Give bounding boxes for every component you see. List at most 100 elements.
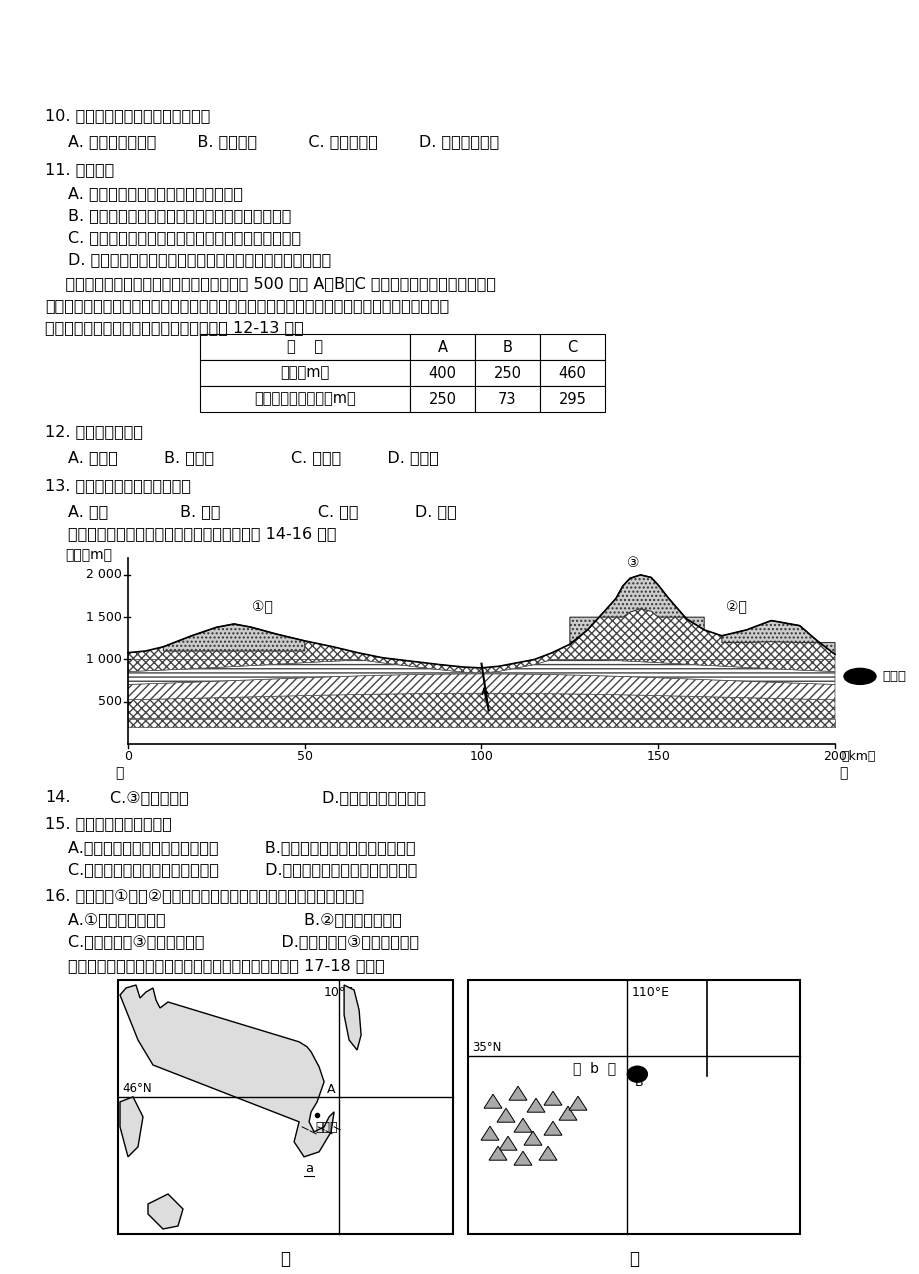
Text: A. 茶叶              B. 大豆                   C. 苹果           D. 棉花: A. 茶叶 B. 大豆 C. 苹果 D. 棉花 [68,505,456,519]
Bar [539,334,605,361]
Polygon shape [128,657,834,684]
Text: 200: 200 [823,750,846,763]
Polygon shape [569,575,703,645]
Text: B: B [634,1077,643,1089]
Text: 甲: 甲 [280,1250,290,1268]
Text: 10°E: 10°E [323,986,354,999]
Text: 250: 250 [493,366,521,381]
Text: 12. 该区域可能属于: 12. 该区域可能属于 [45,424,142,440]
Text: ③: ③ [627,555,639,569]
Text: 295: 295 [558,391,585,406]
Text: 10. 流经图示沿岸海区的洋流可能是: 10. 流经图示沿岸海区的洋流可能是 [45,108,210,124]
Polygon shape [128,693,834,719]
Polygon shape [164,624,304,651]
Polygon shape [119,985,334,1157]
Text: 读我国南方某地区地质构造示意图，据此回答 14-16 题。: 读我国南方某地区地质构造示意图，据此回答 14-16 题。 [68,526,336,541]
Bar [199,361,410,386]
Text: D. 洋流属于以副热带为中心的大洋环流，呈顺时针方向流动: D. 洋流属于以副热带为中心的大洋环流，呈顺时针方向流动 [68,252,331,268]
Text: B. 受洋流影响，甲处沿岸气候类型延伸至较低纬度: B. 受洋流影响，甲处沿岸气候类型延伸至较低纬度 [68,208,291,223]
Bar [474,334,539,361]
Polygon shape [543,1121,562,1135]
Text: 460: 460 [558,366,585,381]
Text: 度是指岩层距离地面的垂直距离。据此回答 12-13 题。: 度是指岩层距离地面的垂直距离。据此回答 12-13 题。 [45,320,303,335]
Bar [199,386,410,412]
Text: A: A [327,1083,335,1096]
Polygon shape [514,1152,531,1166]
Text: A: A [437,339,447,354]
Polygon shape [344,985,361,1050]
Text: 150: 150 [646,750,669,763]
Bar [199,334,410,361]
Text: 46°N: 46°N [122,1082,152,1094]
Text: a: a [305,1162,312,1175]
Text: 16. 如果图中①河、②河为同一条河流。结合其堆积物等图上信息判断: 16. 如果图中①河、②河为同一条河流。结合其堆积物等图上信息判断 [45,888,364,903]
Text: 14.: 14. [45,790,71,805]
Text: A. 加利福尼亚寒流        B. 秘鲁寒流          C. 索马里寒流        D. 北大西洋暖流: A. 加利福尼亚寒流 B. 秘鲁寒流 C. 索马里寒流 D. 北大西洋暖流 [68,134,499,149]
Polygon shape [524,1131,541,1145]
Polygon shape [148,1194,183,1229]
Polygon shape [128,719,834,727]
Polygon shape [119,1097,142,1157]
Polygon shape [483,1094,502,1108]
Text: C.③处是背斜山                          D.岩层中可能存在化石: C.③处是背斜山 D.岩层中可能存在化石 [110,790,425,805]
Polygon shape [508,1087,527,1101]
Text: 250: 250 [428,391,456,406]
Text: C: C [567,339,577,354]
Text: 1 500: 1 500 [86,610,122,624]
Ellipse shape [843,669,875,684]
Bar [410,386,474,412]
Text: 400: 400 [428,366,456,381]
Text: 某地质勘探小组在自西向东水平距离各相差 500 米的 A、B、C 三处对我国某地某沉积岩层进: 某地质勘探小组在自西向东水平距离各相差 500 米的 A、B、C 三处对我国某地… [45,276,495,290]
Polygon shape [514,1119,531,1133]
Text: 500: 500 [98,696,122,708]
Text: 下图为两幅局部地区略图，读图并结合所学知识，回答 17-18 问题。: 下图为两幅局部地区略图，读图并结合所学知识，回答 17-18 问题。 [68,958,384,973]
Polygon shape [128,643,834,673]
Bar [118,980,452,1235]
Polygon shape [721,620,834,655]
Text: 北: 北 [838,766,846,780]
Bar [474,361,539,386]
Bar [410,334,474,361]
Text: ②河: ②河 [725,600,745,614]
Polygon shape [539,1147,556,1161]
Text: A.①河段自西向东流                           B.②河段自东向西流: A.①河段自西向东流 B.②河段自东向西流 [68,912,402,927]
Polygon shape [489,1147,506,1161]
Text: 1 000: 1 000 [86,654,122,666]
Bar [474,386,539,412]
Text: 50: 50 [297,750,312,763]
Polygon shape [527,1098,544,1112]
Bar [539,386,605,412]
Text: 地    点: 地 点 [287,339,323,354]
Polygon shape [128,575,834,673]
Text: 沉积物: 沉积物 [881,670,905,683]
Text: 某沉积岩埋藏深度（m）: 某沉积岩埋藏深度（m） [254,391,356,406]
Text: 南: 南 [116,766,124,780]
Text: A. 向斜谷         B. 背斜谷               C. 向斜山         D. 背斜山: A. 向斜谷 B. 背斜谷 C. 向斜山 D. 背斜山 [68,450,438,465]
Ellipse shape [627,1066,647,1082]
Polygon shape [498,1136,516,1150]
Text: ①河: ①河 [252,600,272,614]
Text: （km）: （km） [840,750,874,763]
Polygon shape [568,1096,586,1110]
Text: 乙: 乙 [629,1250,639,1268]
Text: 0: 0 [124,750,131,763]
Polygon shape [481,1126,498,1140]
Polygon shape [559,1106,576,1120]
Text: 15. 推断图示地质演变过程: 15. 推断图示地质演变过程 [45,817,172,831]
Polygon shape [128,643,834,671]
Text: C.该河从图中③山岭东侧绕过               D.该河从图中③山岭西侧绕过: C.该河从图中③山岭东侧绕过 D.该河从图中③山岭西侧绕过 [68,934,419,949]
Text: 威尼斯: 威尼斯 [314,1121,337,1134]
Text: C.褶皱、沉积、断层、侵蚀、沉积         D.沉积、断层、褶皱、侵蚀、沉积: C.褶皱、沉积、断层、侵蚀、沉积 D.沉积、断层、褶皱、侵蚀、沉积 [68,862,417,877]
Text: 2 000: 2 000 [86,568,122,581]
Text: A.沉积、褶皱、断层、侵蚀、沉积         B.沉积、褶皱、沉积、断层、侵蚀: A.沉积、褶皱、断层、侵蚀、沉积 B.沉积、褶皱、沉积、断层、侵蚀 [68,840,415,855]
Bar [410,361,474,386]
Bar [468,980,800,1235]
Text: 海拔（m）: 海拔（m） [280,366,329,381]
Text: 行探测，数据如表。当地表层为潮湿、粘稠的红土土壤，其下为沉积岩层，其中的沉积岩埋藏深: 行探测，数据如表。当地表层为潮湿、粘稠的红土土壤，其下为沉积岩层，其中的沉积岩埋… [45,298,448,313]
Text: 73: 73 [498,391,516,406]
Text: 海拔（m）: 海拔（m） [65,548,112,562]
Text: A. 甲海区因寒暖流交汇而渔业资源丰富: A. 甲海区因寒暖流交汇而渔业资源丰富 [68,186,243,201]
Polygon shape [496,1108,515,1122]
Text: 35°N: 35°N [471,1041,501,1054]
Text: C. 甲处附近海水温度较低，主要是因为东北信风引起: C. 甲处附近海水温度较低，主要是因为东北信风引起 [68,231,301,245]
